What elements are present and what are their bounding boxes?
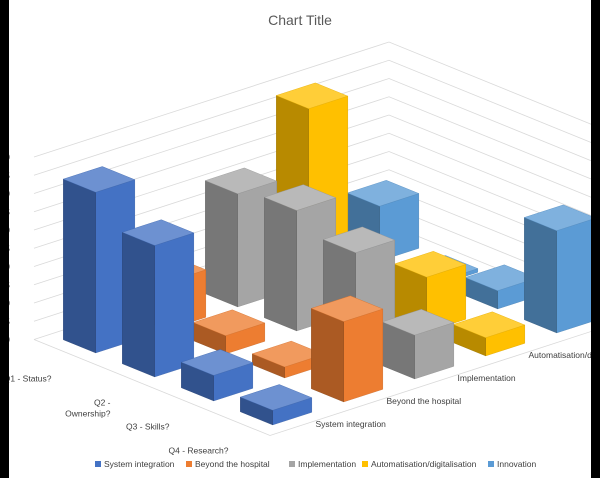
legend-label: Automatisation/digitalisation <box>371 459 477 469</box>
series-depth-labels: System integration Beyond the hospital Imp… <box>316 350 592 429</box>
legend-label: Implementation <box>298 459 356 469</box>
legend-swatch <box>186 461 192 467</box>
chart-area: Chart Title 0 5 10 15 20 25 30 35 40 45 50 Q1 - St… <box>9 0 591 478</box>
legend-item-automatisation-digitalisation: Automatisation/digitalisation <box>362 459 477 469</box>
legend-swatch <box>95 461 101 467</box>
legend-swatch <box>488 461 494 467</box>
chart-title: Chart Title <box>268 12 332 28</box>
category-label: Q2 -Ownership? <box>65 398 111 419</box>
y-tick-label: 50 <box>9 152 10 162</box>
y-tick-label: 20 <box>9 262 10 272</box>
bar-automatisation-digitalisation-3 <box>393 251 467 333</box>
bar-automatisation-digitalisation-4 <box>452 311 526 357</box>
legend-label: System integration <box>104 459 175 469</box>
legend: System integration Beyond the hospital Imp… <box>95 459 536 469</box>
bar-implementation-4 <box>381 309 455 380</box>
bar-beyond-the-hospital-4 <box>310 295 384 403</box>
y-axis-ticks: 0 5 10 15 20 25 30 35 40 45 50 <box>9 152 10 345</box>
bar-beyond-the-hospital-2 <box>192 309 266 355</box>
legend-swatch <box>362 461 368 467</box>
legend-item-system-integration: System integration <box>95 459 175 469</box>
series-axis-label: System integration <box>316 419 387 429</box>
bar-innovation-4 <box>523 204 591 334</box>
category-labels: Q1 - Status? Q2 -Ownership? Q3 - Skills? Q4… <box>9 374 229 456</box>
category-label: Q1 - Status? <box>9 374 52 384</box>
gridline <box>33 96 591 213</box>
y-tick-label: 0 <box>9 335 10 345</box>
series-axis-label: Beyond the hospital <box>387 396 462 406</box>
bar-system-integration-4 <box>239 384 313 426</box>
gridline <box>33 59 591 176</box>
category-label: Q4 - Research? <box>169 446 229 456</box>
series-axis-label: Automatisation/digitalisation <box>529 350 592 360</box>
y-tick-label: 30 <box>9 225 10 235</box>
y-tick-label: 35 <box>9 207 10 217</box>
y-tick-label: 5 <box>9 316 10 326</box>
floor-edge <box>33 331 591 436</box>
bar-system-integration-2 <box>121 219 195 378</box>
y-tick-label: 15 <box>9 280 10 290</box>
y-tick-label: 45 <box>9 170 10 180</box>
series-axis-label: Implementation <box>458 373 516 383</box>
legend-label: Innovation <box>497 459 536 469</box>
legend-item-innovation: Innovation <box>488 459 536 469</box>
gridline <box>33 114 591 231</box>
legend-swatch <box>289 461 295 467</box>
gridline <box>33 132 591 249</box>
gridline <box>33 41 591 158</box>
bar-innovation-3 <box>464 264 538 310</box>
y-tick-label: 10 <box>9 298 10 308</box>
category-label: Q3 - Skills? <box>126 422 170 432</box>
gridline <box>33 78 591 194</box>
bars <box>62 82 591 426</box>
legend-item-beyond-the-hospital: Beyond the hospital <box>186 459 270 469</box>
legend-label: Beyond the hospital <box>195 459 270 469</box>
bar-system-integration-3 <box>180 349 254 402</box>
chart-svg: Chart Title 0 5 10 15 20 25 30 35 40 45 50 Q1 - St… <box>9 12 592 469</box>
y-tick-label: 40 <box>9 189 10 199</box>
y-tick-label: 25 <box>9 243 10 253</box>
legend-item-implementation: Implementation <box>289 459 356 469</box>
